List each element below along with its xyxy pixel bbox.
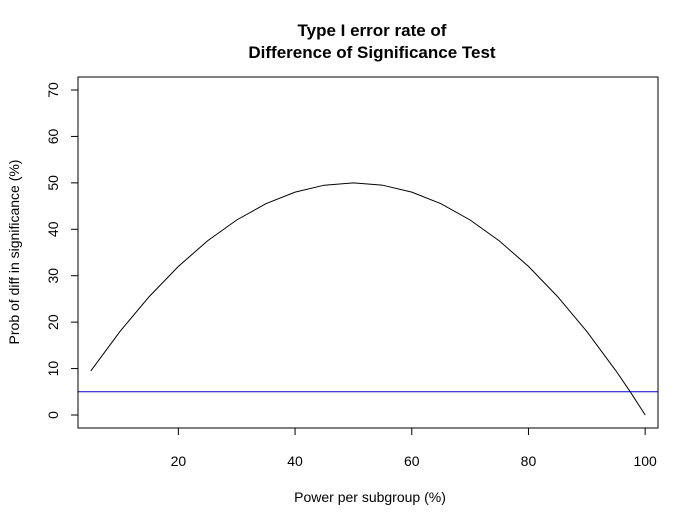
chart-title-line-1: Type I error rate of — [298, 21, 447, 40]
series-line-1 — [90, 182, 646, 416]
plot-marks — [78, 182, 658, 416]
x-tick-label: 40 — [287, 453, 303, 469]
chart-title-line-2: Difference of Significance Test — [248, 43, 496, 62]
y-tick-label: 20 — [45, 314, 61, 330]
x-tick-label: 60 — [404, 453, 420, 469]
y-tick-label: 40 — [45, 221, 61, 237]
x-tick-label: 100 — [633, 453, 657, 469]
y-tick-label: 0 — [45, 411, 61, 419]
y-tick-label: 10 — [45, 361, 61, 377]
y-tick-label: 50 — [45, 175, 61, 191]
x-tick-label: 20 — [171, 453, 187, 469]
x-tick-label: 80 — [521, 453, 537, 469]
y-tick-label: 60 — [45, 128, 61, 144]
plot-frame — [77, 76, 659, 429]
y-axis-label: Prob of diff in significance (%) — [6, 160, 22, 345]
y-tick-label: 70 — [45, 82, 61, 98]
y-tick-label: 30 — [45, 268, 61, 284]
x-axis: 20 40 60 80 100 — [171, 427, 657, 469]
x-axis-label: Power per subgroup (%) — [294, 489, 446, 505]
y-axis: 0 10 20 30 40 50 60 70 — [45, 82, 79, 419]
